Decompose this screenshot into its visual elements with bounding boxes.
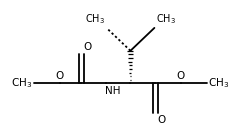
Text: O: O [56,71,64,81]
Text: O: O [83,42,92,52]
Text: CH$_3$: CH$_3$ [10,77,32,90]
Text: CH$_3$: CH$_3$ [208,77,230,90]
Text: CH$_3$: CH$_3$ [156,12,176,26]
Text: NH: NH [105,86,121,96]
Text: O: O [176,71,185,81]
Text: O: O [157,115,166,125]
Text: CH$_3$: CH$_3$ [85,12,105,26]
